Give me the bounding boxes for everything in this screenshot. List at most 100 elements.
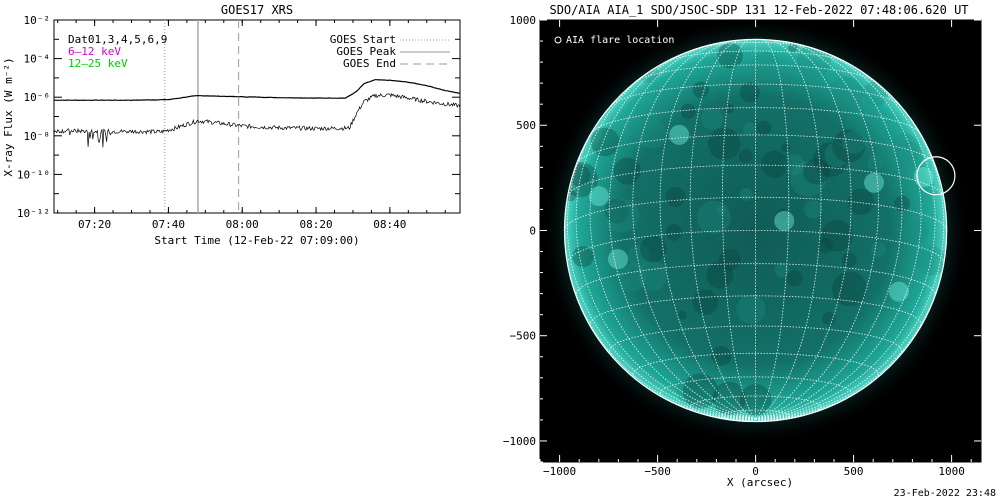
disk-texture bbox=[736, 294, 766, 324]
disk-texture bbox=[790, 160, 827, 197]
grid-line bbox=[755, 40, 852, 420]
y-tick-label: 10⁻⁶ bbox=[24, 91, 51, 104]
flare-location-marker bbox=[916, 156, 956, 196]
grid-line bbox=[659, 40, 756, 420]
grid-line bbox=[755, 48, 922, 420]
y-tick-labels: 10⁻¹² 10⁻¹⁰ 10⁻⁸ 10⁻⁶ 10⁻⁴ 10⁻² bbox=[17, 14, 50, 220]
image-tick-marks bbox=[539, 19, 981, 463]
image-x-tick-label: 1000 bbox=[938, 465, 965, 478]
series-line bbox=[54, 79, 460, 102]
grid-line bbox=[564, 196, 948, 231]
heliographic-grid bbox=[564, 39, 948, 422]
series-line bbox=[54, 92, 460, 148]
grid-line bbox=[755, 44, 903, 420]
disk-texture bbox=[697, 200, 731, 235]
y-axis-label: X-ray Flux (W m⁻²) bbox=[2, 57, 15, 176]
grid-line bbox=[755, 39, 822, 420]
disk-texture bbox=[665, 224, 683, 241]
disk-texture bbox=[605, 198, 640, 233]
image-x-axis-label: X (arcsec) bbox=[727, 476, 793, 489]
grid-line bbox=[589, 48, 756, 420]
active-region bbox=[608, 249, 629, 270]
disk-texture bbox=[676, 377, 703, 405]
disk-texture bbox=[717, 42, 743, 69]
image-x-tick-label: 500 bbox=[844, 465, 864, 478]
disk-texture bbox=[776, 208, 789, 221]
grid-line bbox=[632, 352, 879, 380]
grid-line bbox=[576, 134, 935, 164]
grid-line bbox=[608, 325, 903, 355]
x-tick-label: 08:20 bbox=[299, 218, 332, 231]
solar-limb bbox=[563, 38, 948, 423]
disk-texture bbox=[637, 261, 668, 292]
disk-texture bbox=[706, 261, 734, 289]
image-y-tick-label: 0 bbox=[529, 224, 536, 237]
image-y-tick-label: −1000 bbox=[503, 435, 536, 448]
image-title: SDO/AIA AIA_1 SDO/JSOC-SDP 131 12-Feb-20… bbox=[549, 3, 968, 17]
goes-xrs-chart: GOES17 XRS 07:20 07:40 08:00 08:20 08:40 10⁻… bbox=[2, 3, 461, 247]
disk-texture bbox=[572, 246, 594, 268]
grid-line bbox=[636, 64, 875, 82]
active-regions bbox=[564, 42, 946, 416]
disk-texture bbox=[712, 381, 746, 415]
grid-line bbox=[590, 107, 921, 134]
image-y-tick-label: 1000 bbox=[510, 14, 537, 27]
x-axis-label: Start Time (12-Feb-22 07:09:00) bbox=[154, 234, 359, 247]
grid-line bbox=[755, 367, 889, 420]
legend-6-12kev: 6–12 keV bbox=[68, 45, 121, 58]
disk-texture bbox=[711, 345, 732, 366]
disk-texture bbox=[786, 270, 803, 287]
disk-texture bbox=[751, 51, 780, 81]
grid-line bbox=[721, 409, 790, 422]
disk-texture bbox=[604, 199, 630, 224]
disk-texture bbox=[639, 235, 667, 263]
disk-texture bbox=[813, 142, 848, 177]
active-region bbox=[888, 281, 909, 302]
disk-texture bbox=[841, 252, 857, 268]
legend-goes-start: GOES Start bbox=[330, 33, 396, 46]
disk-texture bbox=[665, 186, 686, 208]
grid-line bbox=[755, 41, 879, 420]
disk-texture bbox=[867, 154, 884, 171]
disk-texture bbox=[739, 82, 760, 103]
disk-texture bbox=[832, 271, 868, 307]
disk-texture bbox=[739, 187, 753, 201]
grid-line bbox=[632, 41, 756, 420]
disk-texture bbox=[862, 81, 888, 107]
disk-texture bbox=[692, 81, 709, 98]
disk-texture bbox=[717, 207, 726, 216]
event-markers bbox=[164, 20, 240, 213]
chart-title: GOES17 XRS bbox=[221, 3, 293, 17]
disk-texture bbox=[902, 218, 929, 245]
x-tick-label: 08:40 bbox=[373, 218, 406, 231]
disk-texture bbox=[613, 157, 641, 185]
x-tick-label: 07:20 bbox=[78, 218, 111, 231]
grid-line bbox=[622, 367, 756, 420]
disk-texture bbox=[692, 289, 719, 316]
grid-line bbox=[589, 295, 922, 327]
y-tick-label: 10⁻¹² bbox=[17, 207, 50, 220]
disk-texture bbox=[822, 311, 836, 326]
disk-texture bbox=[892, 141, 923, 172]
grid-line bbox=[689, 39, 756, 420]
disk-texture bbox=[724, 103, 735, 114]
disk-texture bbox=[761, 150, 789, 178]
disk-texture bbox=[804, 200, 823, 219]
grid-line bbox=[567, 164, 944, 197]
solar-disk-group bbox=[541, 20, 970, 445]
legend-12-25kev: 12–25 keV bbox=[68, 57, 128, 70]
image-y-tick-label: −500 bbox=[510, 330, 537, 343]
series-group bbox=[54, 79, 460, 148]
image-frame bbox=[539, 19, 982, 463]
image-y-tick-label: 500 bbox=[516, 119, 536, 132]
image-x-tick-label: −1000 bbox=[543, 465, 576, 478]
disk-texture bbox=[821, 219, 854, 252]
plot-frame bbox=[53, 19, 461, 214]
disk-texture bbox=[616, 262, 646, 292]
legend-circle-icon bbox=[554, 36, 562, 44]
disk-texture bbox=[680, 103, 696, 119]
disk-texture bbox=[701, 108, 723, 130]
active-region bbox=[864, 172, 885, 193]
grid-line bbox=[689, 395, 822, 413]
